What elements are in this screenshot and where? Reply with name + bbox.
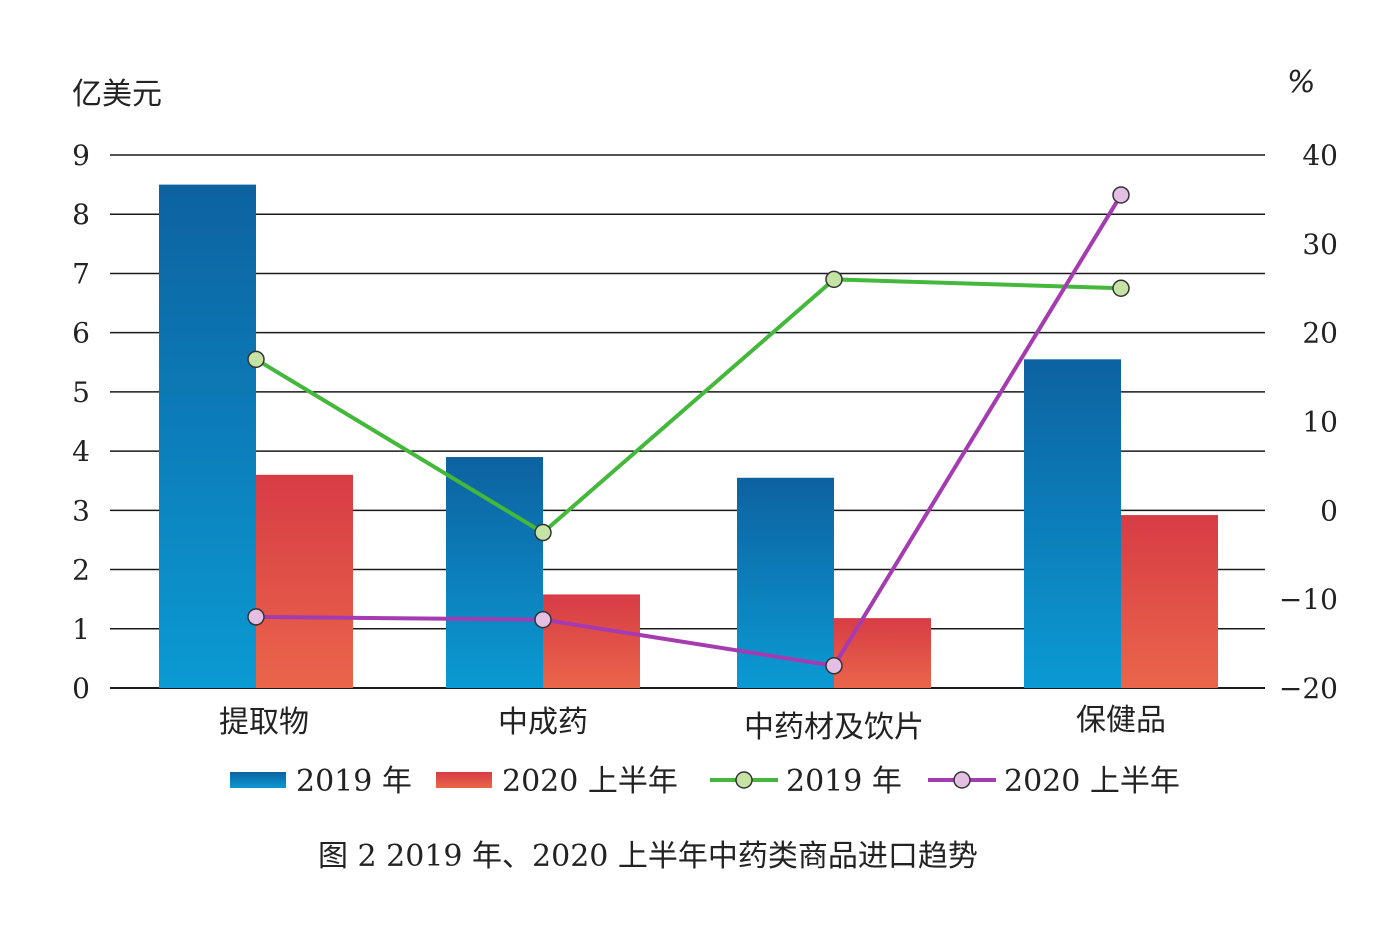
bar-2020h1 [1121, 515, 1218, 688]
line-marker-2019 [247, 350, 265, 369]
left-tick-label: 7 [72, 257, 90, 290]
category-label: 中成药 [498, 705, 588, 740]
left-tick-label: 9 [72, 139, 90, 172]
legend-label: 2019 年 [296, 764, 412, 799]
axes: 亿美元 % 0 1 2 3 4 5 6 7 8 9 −20 −10 0 10 20 30 40 提取物 中成药 中药材… [72, 65, 1338, 745]
line-marker-2019 [825, 270, 843, 289]
line-marker-2019 [534, 523, 552, 542]
category-label: 提取物 [219, 705, 309, 740]
right-tick-label: −10 [1279, 583, 1338, 616]
right-tick-label: 10 [1302, 406, 1338, 439]
left-tick-label: 8 [72, 198, 90, 231]
legend-swatch-bar [436, 772, 492, 788]
legend-swatch-marker [735, 771, 753, 789]
right-tick-label: −20 [1279, 672, 1338, 705]
lines [247, 186, 1130, 675]
legend: 2019 年 2020 上半年 2019 年 2020 上半年 [230, 764, 1180, 799]
legend-label: 2020 上半年 [1004, 764, 1180, 799]
left-tick-label: 2 [72, 554, 90, 587]
category-label: 保健品 [1076, 703, 1166, 738]
category-label: 中药材及饮片 [744, 710, 924, 745]
right-tick-label: 30 [1302, 228, 1338, 261]
left-axis-unit: 亿美元 [72, 77, 162, 112]
left-tick-label: 4 [72, 435, 90, 468]
line-marker-2019 [1112, 279, 1130, 297]
line-marker-2020h1 [1112, 186, 1130, 204]
legend-label: 2020 上半年 [502, 764, 678, 799]
line-marker-2020h1 [534, 610, 552, 629]
bar-2020h1 [256, 474, 353, 688]
left-tick-label: 5 [72, 376, 90, 409]
right-tick-label: 0 [1320, 494, 1338, 527]
line-2019 [254, 277, 1122, 535]
figure-caption: 图 2 2019 年、2020 上半年中药类商品进口趋势 [318, 839, 978, 874]
bars [159, 184, 1218, 688]
left-tick-label: 1 [72, 613, 90, 646]
line-2020h1 [255, 193, 1123, 668]
line-marker-2020h1 [825, 657, 843, 675]
right-tick-label: 40 [1302, 139, 1338, 172]
bar-2019 [1024, 359, 1121, 688]
bar-2020h1 [543, 594, 640, 688]
bar-2019 [159, 184, 256, 688]
left-tick-label: 3 [72, 494, 90, 527]
right-tick-label: 20 [1302, 317, 1338, 350]
legend-swatch-bar [230, 772, 286, 788]
legend-swatch-marker [953, 771, 971, 789]
bar-2020h1 [834, 618, 931, 688]
left-tick-label: 0 [72, 672, 90, 705]
line-marker-2020h1 [247, 608, 265, 626]
left-tick-label: 6 [72, 317, 90, 350]
legend-label: 2019 年 [786, 764, 902, 799]
bar-2019 [446, 457, 543, 688]
right-axis-unit: % [1287, 65, 1316, 100]
